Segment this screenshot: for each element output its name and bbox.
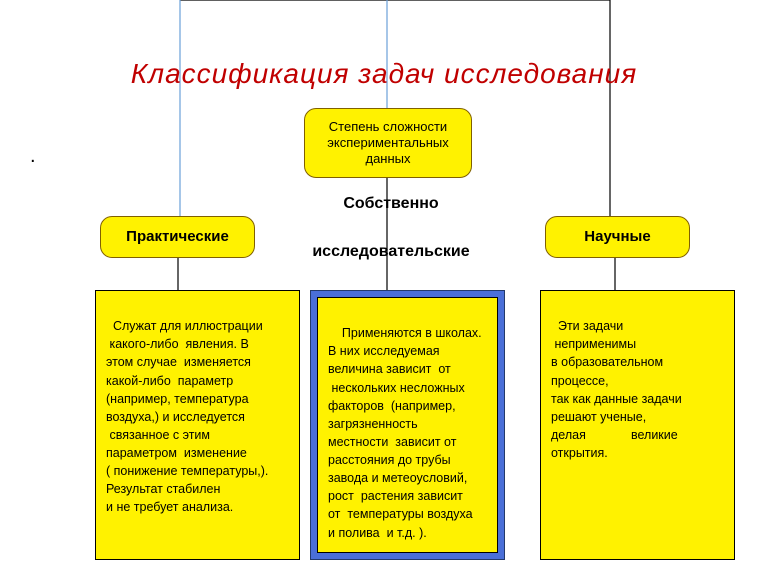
middle-description-panel: Применяются в школах. В них исследуемая … xyxy=(310,290,505,560)
middle-description-text: Применяются в школах. В них исследуемая … xyxy=(328,326,482,539)
right-node-label: Научные xyxy=(584,228,650,247)
right-node: Научные xyxy=(545,216,690,258)
left-node: Практические xyxy=(100,216,255,258)
root-node: Степень сложности экспериментальных данн… xyxy=(304,108,472,178)
left-node-label: Практические xyxy=(126,228,229,247)
bullet-dot: . xyxy=(30,145,36,168)
middle-description: Применяются в школах. В них исследуемая … xyxy=(317,297,498,553)
left-description: Служат для иллюстрации какого-либо явлен… xyxy=(95,290,300,560)
middle-label: Собственно исследовательские xyxy=(296,192,486,264)
right-description-text: Эти задачи неприменимы в образовательном… xyxy=(551,319,682,460)
page-title: Классификация задач исследования xyxy=(0,58,768,90)
right-description: Эти задачи неприменимы в образовательном… xyxy=(540,290,735,560)
root-node-label: Степень сложности экспериментальных данн… xyxy=(311,119,465,168)
left-description-text: Служат для иллюстрации какого-либо явлен… xyxy=(106,319,268,514)
